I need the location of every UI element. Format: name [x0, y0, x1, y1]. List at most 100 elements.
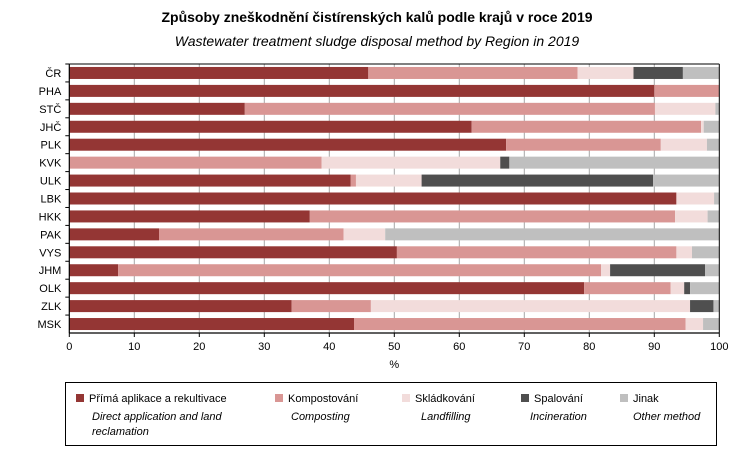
bar-segment-zlk-3: [690, 300, 714, 313]
bar-segment-zlk-0: [69, 300, 292, 313]
legend-label: Skládkování: [415, 393, 475, 405]
bar-segment-zlk-1: [291, 300, 371, 313]
bar-segment-pha-0: [69, 84, 655, 97]
category-label: JHČ: [40, 121, 61, 134]
bar-segment-plk-1: [506, 138, 661, 151]
legend-label-en: Incineration: [530, 411, 587, 423]
category-label: PHA: [39, 86, 62, 98]
category-label: JHM: [39, 265, 62, 277]
bar-segment-plk-0: [69, 138, 507, 151]
bar-segment-kvk-4: [509, 156, 720, 169]
category-label: ZLK: [41, 301, 62, 313]
bar-segment-olk-2: [670, 282, 685, 295]
x-tick-label: 80: [583, 341, 595, 353]
x-tick-label: 50: [388, 341, 400, 353]
legend-label: Přímá aplikace a rekultivace: [89, 393, 227, 405]
bar-segment-lbk-0: [69, 192, 677, 205]
bar-segment-čr-0: [69, 66, 369, 79]
bar-segment-čr-3: [633, 66, 683, 79]
x-tick-label: 30: [258, 341, 270, 353]
bar-segment-hkk-4: [707, 210, 720, 223]
bar-segment-jhm-0: [69, 264, 119, 277]
legend-item-landfilling: Skládkování: [402, 393, 475, 405]
bar-segment-zlk-4: [713, 300, 720, 313]
bar-segment-jhč-4: [703, 120, 720, 133]
bar-segment-pak-4: [385, 228, 720, 241]
bar-segment-ulk-0: [69, 174, 351, 187]
legend-label-en: Other method: [633, 411, 701, 423]
category-label: PLK: [41, 140, 62, 152]
bar-segment-lbk-2: [676, 192, 715, 205]
bar-segment-msk-4: [703, 318, 720, 331]
bar-segment-pak-1: [159, 228, 344, 241]
x-tick-label: 60: [453, 341, 465, 353]
bar-segment-stč-0: [69, 102, 245, 115]
stacked-bar-chart: ČR PHA STČ JHČ PLK KVK ULK LBK HKK PAK VYS JHM OLK ZL…: [37, 63, 728, 371]
legend-swatch: [521, 394, 529, 402]
bar-segment-olk-4: [690, 282, 720, 295]
x-axis-label: %: [389, 359, 399, 371]
x-tick-label: 40: [323, 341, 335, 353]
bar-segment-lbk-4: [714, 192, 720, 205]
bar-segment-ulk-3: [421, 174, 653, 187]
bar-segment-plk-2: [660, 138, 707, 151]
bar-segment-olk-1: [584, 282, 671, 295]
bar-segment-hkk-2: [675, 210, 708, 223]
legend-item-direct-application: Přímá aplikace a rekultivace: [76, 393, 227, 405]
category-label: LBK: [41, 194, 62, 206]
bar-segment-hkk-0: [69, 210, 310, 223]
bar-segment-jhč-0: [69, 120, 472, 133]
x-tick-label: 70: [518, 341, 530, 353]
bar-segment-plk-4: [706, 138, 720, 151]
legend-swatch: [402, 394, 410, 402]
bar-segment-msk-1: [354, 318, 686, 331]
chart-subtitle: Wastewater treatment sludge disposal met…: [174, 33, 580, 49]
legend-label: Spalování: [534, 393, 583, 405]
bar-segment-čr-4: [682, 66, 720, 79]
bar-segment-ulk-2: [355, 174, 422, 187]
bar-segment-hkk-1: [309, 210, 676, 223]
legend-swatch: [76, 394, 84, 402]
x-tick-label: 10: [128, 341, 140, 353]
legend-item-other: Jinak: [620, 393, 659, 405]
bar-segment-kvk-3: [500, 156, 510, 169]
bar-segment-jhm-4: [705, 264, 720, 277]
legend-label: Jinak: [633, 393, 659, 405]
legend-item-incineration: Spalování: [521, 393, 583, 405]
bar-segment-jhč-1: [471, 120, 702, 133]
bar-segment-pak-2: [343, 228, 386, 241]
x-tick-label: 20: [193, 341, 205, 353]
x-tick-label: 100: [710, 341, 728, 353]
bar-segment-vys-0: [69, 246, 397, 259]
legend-label-en: Landfilling: [421, 411, 471, 423]
category-label: MSK: [37, 319, 62, 331]
bar-segment-msk-0: [69, 318, 355, 331]
bar-segment-vys-1: [396, 246, 677, 259]
category-label: VYS: [39, 247, 61, 259]
bar-segment-kvk-2: [321, 156, 501, 169]
bar-segment-msk-2: [685, 318, 704, 331]
bar-segment-olk-0: [69, 282, 585, 295]
bar-segment-zlk-2: [370, 300, 691, 313]
category-label: ULK: [40, 176, 62, 188]
category-label: HKK: [39, 211, 62, 223]
bar-segment-jhč-2: [701, 120, 704, 133]
bar-segment-stč-2: [654, 102, 716, 115]
bar-segment-olk-3: [684, 282, 691, 295]
legend-label: Kompostování: [288, 393, 359, 405]
bar-segment-pha-1: [654, 84, 720, 97]
x-tick-label: 0: [66, 341, 72, 353]
chart-title: Způsoby zneškodnění čistírenských kalů p…: [161, 9, 593, 25]
category-label: ČR: [45, 67, 61, 80]
legend-item-composting: Kompostování: [275, 393, 358, 405]
bar-segment-jhm-3: [610, 264, 705, 277]
bar-segment-ulk-4: [653, 174, 720, 187]
bar-segment-kvk-1: [69, 156, 322, 169]
bar-segment-stč-1: [244, 102, 655, 115]
bar-segment-ulk-1: [350, 174, 356, 187]
bar-segment-vys-4: [692, 246, 720, 259]
category-label: STČ: [39, 103, 61, 116]
bar-segment-pak-0: [69, 228, 159, 241]
category-label: OLK: [39, 283, 62, 295]
bar-segment-jhm-1: [118, 264, 602, 277]
